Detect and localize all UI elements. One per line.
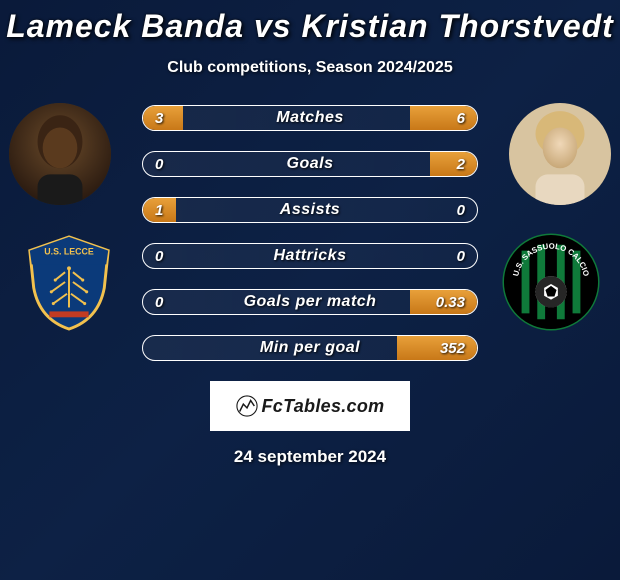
avatar-placeholder-icon: [509, 103, 611, 205]
stat-label: Hattricks: [143, 244, 477, 268]
stat-value-right: 0: [457, 244, 465, 268]
comparison-date: 24 september 2024: [0, 447, 620, 467]
avatar-placeholder-icon: [9, 103, 111, 205]
comparison-content: U.S. LECCE: [0, 105, 620, 467]
stat-value-right: 2: [457, 152, 465, 176]
stat-row: 0 Goals 2: [142, 151, 478, 177]
stat-row: Min per goal 352: [142, 335, 478, 361]
comparison-subtitle: Club competitions, Season 2024/2025: [0, 59, 620, 77]
stat-bars: 3 Matches 6 0 Goals 2 1 Assists 0 0 Hatt…: [142, 105, 478, 361]
stat-label: Matches: [143, 106, 477, 130]
comparison-title: Lameck Banda vs Kristian Thorstvedt: [0, 0, 620, 45]
stat-value-right: 0: [457, 198, 465, 222]
stat-label: Min per goal: [143, 336, 477, 360]
crest-lecce-icon: U.S. LECCE: [20, 233, 118, 331]
stat-label: Goals: [143, 152, 477, 176]
club-right-crest: U.S. SASSUOLO CALCIO: [502, 233, 600, 331]
stat-value-right: 0.33: [436, 290, 465, 314]
svg-text:U.S. LECCE: U.S. LECCE: [44, 247, 94, 257]
crest-sassuolo-icon: U.S. SASSUOLO CALCIO: [502, 233, 600, 331]
stat-row: 0 Hattricks 0: [142, 243, 478, 269]
stat-row: 0 Goals per match 0.33: [142, 289, 478, 315]
stat-label: Assists: [143, 198, 477, 222]
club-left-crest: U.S. LECCE: [20, 233, 118, 331]
stat-row: 1 Assists 0: [142, 197, 478, 223]
player-left-avatar: [9, 103, 111, 205]
stat-value-right: 352: [440, 336, 465, 360]
stat-row: 3 Matches 6: [142, 105, 478, 131]
fctables-logo-icon: [236, 395, 258, 417]
brand-text: FcTables.com: [262, 396, 385, 417]
stat-label: Goals per match: [143, 290, 477, 314]
stat-value-right: 6: [457, 106, 465, 130]
player-right-avatar: [509, 103, 611, 205]
brand-badge: FcTables.com: [210, 381, 410, 431]
